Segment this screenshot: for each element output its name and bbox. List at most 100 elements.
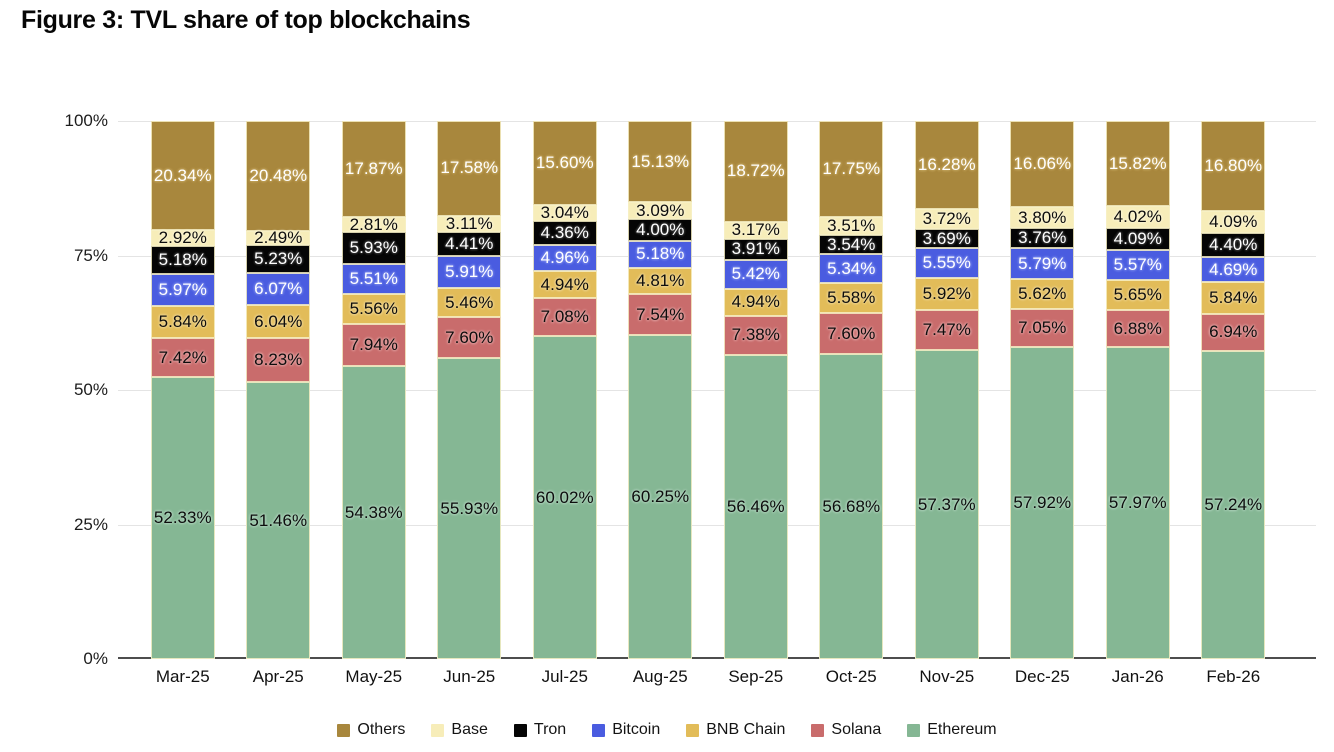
segment-base bbox=[150, 230, 215, 247]
value-label-solana: 7.05% bbox=[1018, 318, 1067, 338]
segment-tron bbox=[1105, 227, 1170, 250]
value-label-base: 3.11% bbox=[445, 213, 493, 233]
segment-bitcoin bbox=[532, 244, 597, 272]
band-Mar-25: 52.33% 7.42% 5.84% 5.97% 5.18% 2.92% 20.34% bbox=[135, 121, 231, 659]
x-tick-label-Jul-25: Jul-25 bbox=[541, 667, 588, 686]
segment-tron bbox=[914, 228, 979, 249]
segment-bnb-chain bbox=[246, 305, 311, 338]
value-label-base: 3.72% bbox=[922, 208, 971, 228]
value-label-others: 17.58% bbox=[440, 158, 499, 178]
legend-item-tron: Tron bbox=[513, 721, 566, 739]
segment-tron bbox=[1010, 227, 1075, 249]
segment-bitcoin bbox=[150, 274, 215, 307]
legend-swatch-icon bbox=[907, 723, 921, 737]
segment-tron bbox=[246, 244, 311, 273]
segment-tron bbox=[1201, 233, 1266, 258]
segment-ethereum bbox=[150, 377, 215, 659]
segment-bitcoin bbox=[1105, 249, 1170, 280]
y-tick-label: 100% bbox=[64, 111, 108, 130]
value-label-others: 18.72% bbox=[726, 161, 785, 181]
segment-solana bbox=[437, 317, 502, 359]
value-label-bitcoin: 5.51% bbox=[349, 268, 398, 288]
band-Nov-25: 57.37% 7.47% 5.92% 5.55% 3.69% 3.72% 16.28% bbox=[899, 121, 995, 659]
value-label-bnb-chain: 5.46% bbox=[445, 292, 494, 312]
segment-bnb-chain bbox=[1105, 279, 1170, 311]
y-tick-label: 0% bbox=[83, 649, 108, 668]
bar-Oct-25: 56.68% 7.60% 5.58% 5.34% 3.54% 3.51% 17.75% bbox=[819, 121, 884, 659]
bar-Mar-25: 52.33% 7.42% 5.84% 5.97% 5.18% 2.92% 20.34% bbox=[150, 121, 215, 659]
bar-Sep-25: 56.46% 7.38% 4.94% 5.42% 3.91% 3.17% 18.72% bbox=[723, 121, 788, 659]
bar-Aug-25: 60.25% 7.54% 4.81% 5.18% 4.00% 3.09% 15.13% bbox=[628, 121, 693, 659]
band-Sep-25: 56.46% 7.38% 4.94% 5.42% 3.91% 3.17% 18.72% bbox=[708, 121, 804, 659]
segment-others bbox=[723, 121, 788, 222]
segment-ethereum bbox=[628, 334, 693, 659]
value-label-tron: 4.09% bbox=[1113, 228, 1162, 248]
value-label-ethereum: 56.68% bbox=[822, 496, 881, 516]
value-label-bnb-chain: 4.94% bbox=[540, 274, 589, 294]
segment-solana bbox=[150, 337, 215, 378]
value-label-bitcoin: 5.79% bbox=[1018, 253, 1067, 273]
value-label-tron: 5.18% bbox=[158, 250, 207, 270]
segment-others bbox=[150, 121, 215, 231]
x-tick-label-Feb-26: Feb-26 bbox=[1206, 667, 1261, 686]
segment-base bbox=[1201, 211, 1266, 234]
value-label-ethereum: 57.97% bbox=[1108, 493, 1167, 513]
segment-bnb-chain bbox=[150, 306, 215, 338]
segment-others bbox=[1201, 121, 1266, 212]
x-tick-label-Jan-26: Jan-26 bbox=[1111, 667, 1164, 686]
value-label-base: 3.09% bbox=[636, 200, 685, 220]
value-label-tron: 4.00% bbox=[636, 219, 685, 239]
segment-bitcoin bbox=[628, 240, 693, 269]
value-label-others: 16.06% bbox=[1013, 154, 1072, 174]
value-label-bitcoin: 5.97% bbox=[158, 280, 207, 300]
segment-base bbox=[914, 208, 979, 229]
segment-bitcoin bbox=[1010, 248, 1075, 280]
legend-label: BNB Chain bbox=[706, 721, 786, 738]
segment-ethereum bbox=[341, 366, 406, 659]
legend-item-bitcoin: Bitcoin bbox=[592, 721, 660, 739]
band-Dec-25: 57.92% 7.05% 5.62% 5.79% 3.76% 3.80% 16.06% bbox=[995, 121, 1091, 659]
gridline-75% bbox=[118, 255, 1316, 257]
segment-ethereum bbox=[723, 355, 788, 659]
segment-solana bbox=[341, 323, 406, 367]
segment-bnb-chain bbox=[819, 283, 884, 314]
segment-base bbox=[819, 216, 884, 236]
value-label-base: 2.92% bbox=[158, 228, 207, 248]
band-Aug-25: 60.25% 7.54% 4.81% 5.18% 4.00% 3.09% 15.13% bbox=[613, 121, 709, 659]
legend-label: Ethereum bbox=[927, 721, 997, 738]
segment-ethereum bbox=[532, 336, 597, 659]
value-label-bnb-chain: 5.56% bbox=[349, 298, 398, 318]
segment-solana bbox=[819, 313, 884, 355]
value-label-bitcoin: 4.96% bbox=[540, 248, 589, 268]
value-label-solana: 6.88% bbox=[1113, 318, 1162, 338]
segment-bnb-chain bbox=[341, 293, 406, 324]
segment-base bbox=[437, 215, 502, 233]
segment-tron bbox=[723, 238, 788, 260]
value-label-bnb-chain: 4.81% bbox=[636, 271, 685, 291]
segment-bnb-chain bbox=[1010, 279, 1075, 310]
value-label-ethereum: 57.37% bbox=[917, 494, 976, 514]
gridline-25% bbox=[118, 524, 1316, 526]
x-tick-label-Jun-25: Jun-25 bbox=[443, 667, 496, 686]
value-label-others: 15.13% bbox=[631, 151, 690, 171]
segment-others bbox=[1010, 121, 1075, 208]
chart-title: Figure 3: TVL share of top blockchains bbox=[21, 6, 471, 34]
segment-others bbox=[1105, 121, 1170, 207]
segment-others bbox=[341, 121, 406, 218]
legend-label: Bitcoin bbox=[612, 721, 661, 738]
value-label-ethereum: 54.38% bbox=[344, 502, 403, 522]
value-label-base: 4.09% bbox=[1209, 212, 1258, 232]
segment-solana bbox=[532, 298, 597, 337]
value-label-solana: 7.08% bbox=[540, 307, 589, 327]
segment-ethereum bbox=[1105, 347, 1170, 659]
segment-tron bbox=[437, 232, 502, 257]
value-label-bnb-chain: 5.92% bbox=[922, 284, 971, 304]
band-Jan-26: 57.97% 6.88% 5.65% 5.57% 4.09% 4.02% 15.82% bbox=[1090, 121, 1186, 659]
value-label-ethereum: 57.24% bbox=[1204, 495, 1263, 515]
gridline-50% bbox=[118, 390, 1316, 391]
band-Jun-25: 55.93% 7.60% 5.46% 5.91% 4.41% 3.11% 17.58% bbox=[422, 121, 518, 659]
segment-bitcoin bbox=[914, 248, 979, 279]
value-label-solana: 7.54% bbox=[636, 304, 685, 324]
value-label-ethereum: 60.25% bbox=[631, 486, 690, 506]
band-Apr-25: 51.46% 8.23% 6.04% 6.07% 5.23% 2.49% 20.48% bbox=[231, 121, 327, 659]
